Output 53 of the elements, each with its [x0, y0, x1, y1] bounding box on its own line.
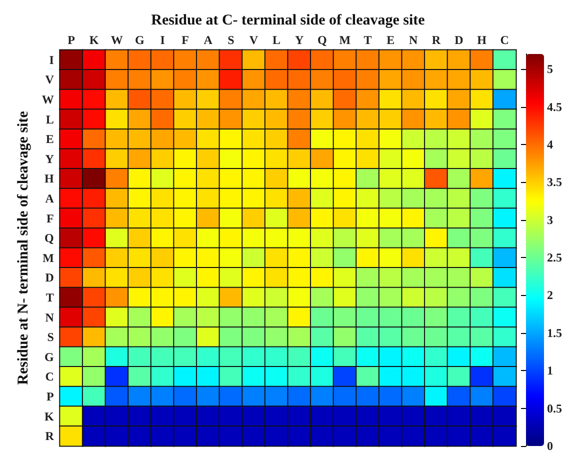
x-tick-label: K — [89, 33, 100, 47]
y-tick-label: N — [45, 310, 54, 324]
x-tick-label: C — [500, 33, 509, 47]
x-tick-label: M — [339, 33, 351, 47]
y-tick-label: A — [45, 192, 54, 206]
color-bar-label: 4 — [547, 137, 553, 152]
x-tick-label: L — [272, 33, 281, 47]
x-tick-label: S — [228, 33, 235, 47]
x-tick-label: W — [110, 33, 123, 47]
y-tick-label: F — [46, 211, 54, 226]
x-tick-label: T — [364, 33, 372, 47]
color-bar-label: 2 — [547, 288, 553, 302]
y-axis-title: Residue at N- terminal side of cleavage site — [16, 110, 32, 385]
y-tick-label: L — [46, 112, 54, 126]
color-bar-label: 0.5 — [547, 401, 562, 416]
x-tick-label: V — [249, 33, 258, 47]
y-tick-label: Q — [44, 231, 54, 246]
x-tick-label: N — [409, 33, 418, 47]
x-tick-label: H — [477, 33, 488, 47]
y-tick-label: E — [46, 132, 54, 146]
y-tick-label: S — [47, 330, 54, 344]
y-tick-label: R — [45, 429, 54, 444]
y-tick-label: K — [44, 409, 55, 424]
x-tick-label: I — [160, 33, 166, 47]
x-axis-title: Residue at C- terminal side of cleavage site — [151, 12, 426, 28]
y-tick-label: M — [42, 250, 54, 265]
x-tick-label: A — [204, 33, 213, 47]
color-bar-label: 1 — [547, 364, 553, 378]
y-tick-label: V — [45, 72, 54, 87]
color-bar-label: 0 — [547, 439, 553, 453]
y-tick-label: Y — [45, 152, 54, 166]
color-bar-label: 5 — [547, 62, 553, 76]
y-tick-label: H — [44, 172, 55, 186]
y-tick-label: G — [44, 350, 54, 364]
x-tick-label: Y — [295, 33, 304, 47]
x-tick-label: P — [68, 33, 75, 47]
x-tick-label: D — [454, 33, 464, 47]
x-tick-label: F — [182, 33, 189, 47]
color-bar-label: 3.5 — [547, 175, 562, 190]
x-tick-label: Q — [317, 33, 327, 47]
y-tick-label: I — [49, 52, 54, 67]
x-tick-label: R — [432, 33, 441, 47]
x-tick-label: G — [135, 33, 144, 47]
color-bar-label: 3 — [547, 212, 553, 227]
color-bar-label: 1.5 — [547, 326, 562, 340]
y-tick-label: T — [46, 290, 54, 304]
x-tick-label: E — [386, 33, 395, 47]
color-bar-label: 4.5 — [547, 100, 562, 114]
y-tick-label: C — [45, 370, 54, 384]
color-bar-label: 2.5 — [547, 250, 562, 265]
y-tick-label: P — [46, 390, 54, 404]
y-tick-label: D — [45, 270, 54, 285]
y-tick-label: W — [42, 92, 54, 106]
